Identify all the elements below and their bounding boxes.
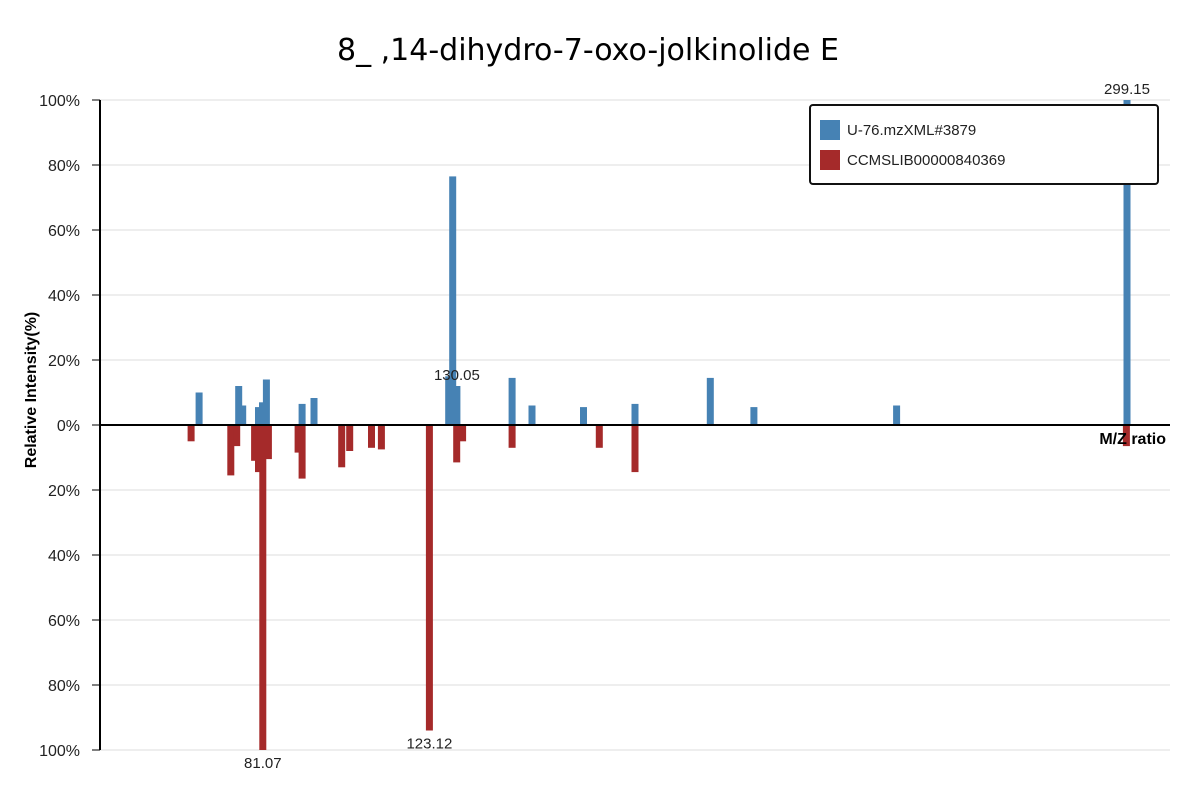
peak-bar-query (750, 407, 758, 425)
peak-bar-library (453, 425, 461, 463)
peak-bar-library (595, 425, 603, 448)
y-tick-label: 40% (48, 288, 80, 305)
peak-bar-library (459, 425, 467, 442)
peak-bar-library (294, 425, 302, 453)
peak-bar-library (377, 425, 385, 450)
peak-bar-library (338, 425, 346, 468)
peak-bar-query (528, 405, 536, 425)
peak-bars (187, 100, 1131, 750)
y-tick-label: 100% (39, 743, 80, 760)
chart-title: 8_ ,14-dihydro-7-oxo-jolkinolide E (337, 33, 839, 68)
peak-label: 123.12 (406, 736, 452, 753)
legend-swatch-series-2 (820, 150, 840, 170)
peak-bar-library (508, 425, 516, 448)
peak-bar-library (1122, 425, 1130, 447)
peak-label: 81.07 (244, 755, 282, 772)
y-tick-label: 80% (48, 678, 80, 695)
peak-bar-query (310, 398, 318, 425)
peak-bar-query (1123, 100, 1131, 425)
peak-bar-library (346, 425, 354, 451)
legend-box (809, 104, 1159, 185)
peak-bar-library (264, 425, 272, 460)
legend: U-76.mzXML#3879 CCMSLIB00000840369 (809, 104, 1159, 185)
peak-bar-library (631, 425, 639, 473)
peak-bar-query (453, 386, 461, 425)
peak-bar-query (445, 376, 453, 426)
y-tick-label: 60% (48, 223, 80, 240)
peak-bar-query (239, 405, 247, 425)
y-tick-label: 100% (39, 93, 80, 110)
x-axis-label: M/Z ratio (1099, 431, 1166, 448)
peak-bar-query (706, 377, 714, 425)
peak-bar-query (259, 402, 266, 426)
peak-bar-query (262, 379, 270, 425)
peak-bar-query (298, 403, 306, 425)
peak-bar-query (508, 377, 516, 425)
y-ticks: 100% 80% 60% 40% 20% 0% 20% 40% 60% 80% 100% (39, 93, 100, 760)
peak-bar-query (893, 405, 901, 425)
peak-bar-query (449, 176, 457, 425)
legend-swatch-series-1 (820, 120, 840, 140)
peak-bar-library (255, 425, 262, 473)
y-tick-label: 0% (57, 418, 80, 435)
y-tick-label: 40% (48, 548, 80, 565)
peak-bar-query (235, 386, 243, 425)
peak-label: 130.05 (434, 367, 480, 384)
peak-label: 299.15 (1104, 81, 1150, 98)
legend-label-series-1: U-76.mzXML#3879 (847, 122, 976, 139)
peak-bar-query (195, 392, 203, 425)
peak-bar-library (233, 425, 241, 447)
gridlines (100, 99, 1170, 751)
peak-bar-query (255, 407, 262, 425)
y-tick-label: 20% (48, 353, 80, 370)
legend-label-series-2: CCMSLIB00000840369 (847, 152, 1005, 169)
peak-bar-library (368, 425, 375, 448)
peak-labels: 130.05 299.15 81.07 123.12 (244, 81, 1150, 772)
y-tick-label: 80% (48, 158, 80, 175)
peak-bar-query (580, 407, 587, 425)
peak-bar-query (631, 403, 639, 425)
peak-bar-library (259, 425, 267, 750)
peak-bar-library (425, 425, 433, 731)
peak-bar-library (298, 425, 306, 479)
y-tick-label: 20% (48, 483, 80, 500)
peak-bar-library (187, 425, 195, 442)
peak-bar-library (227, 425, 235, 476)
y-axis-label: Relative Intensity(%) (23, 312, 40, 468)
peak-bar-library (251, 425, 259, 461)
y-tick-label: 60% (48, 613, 80, 630)
